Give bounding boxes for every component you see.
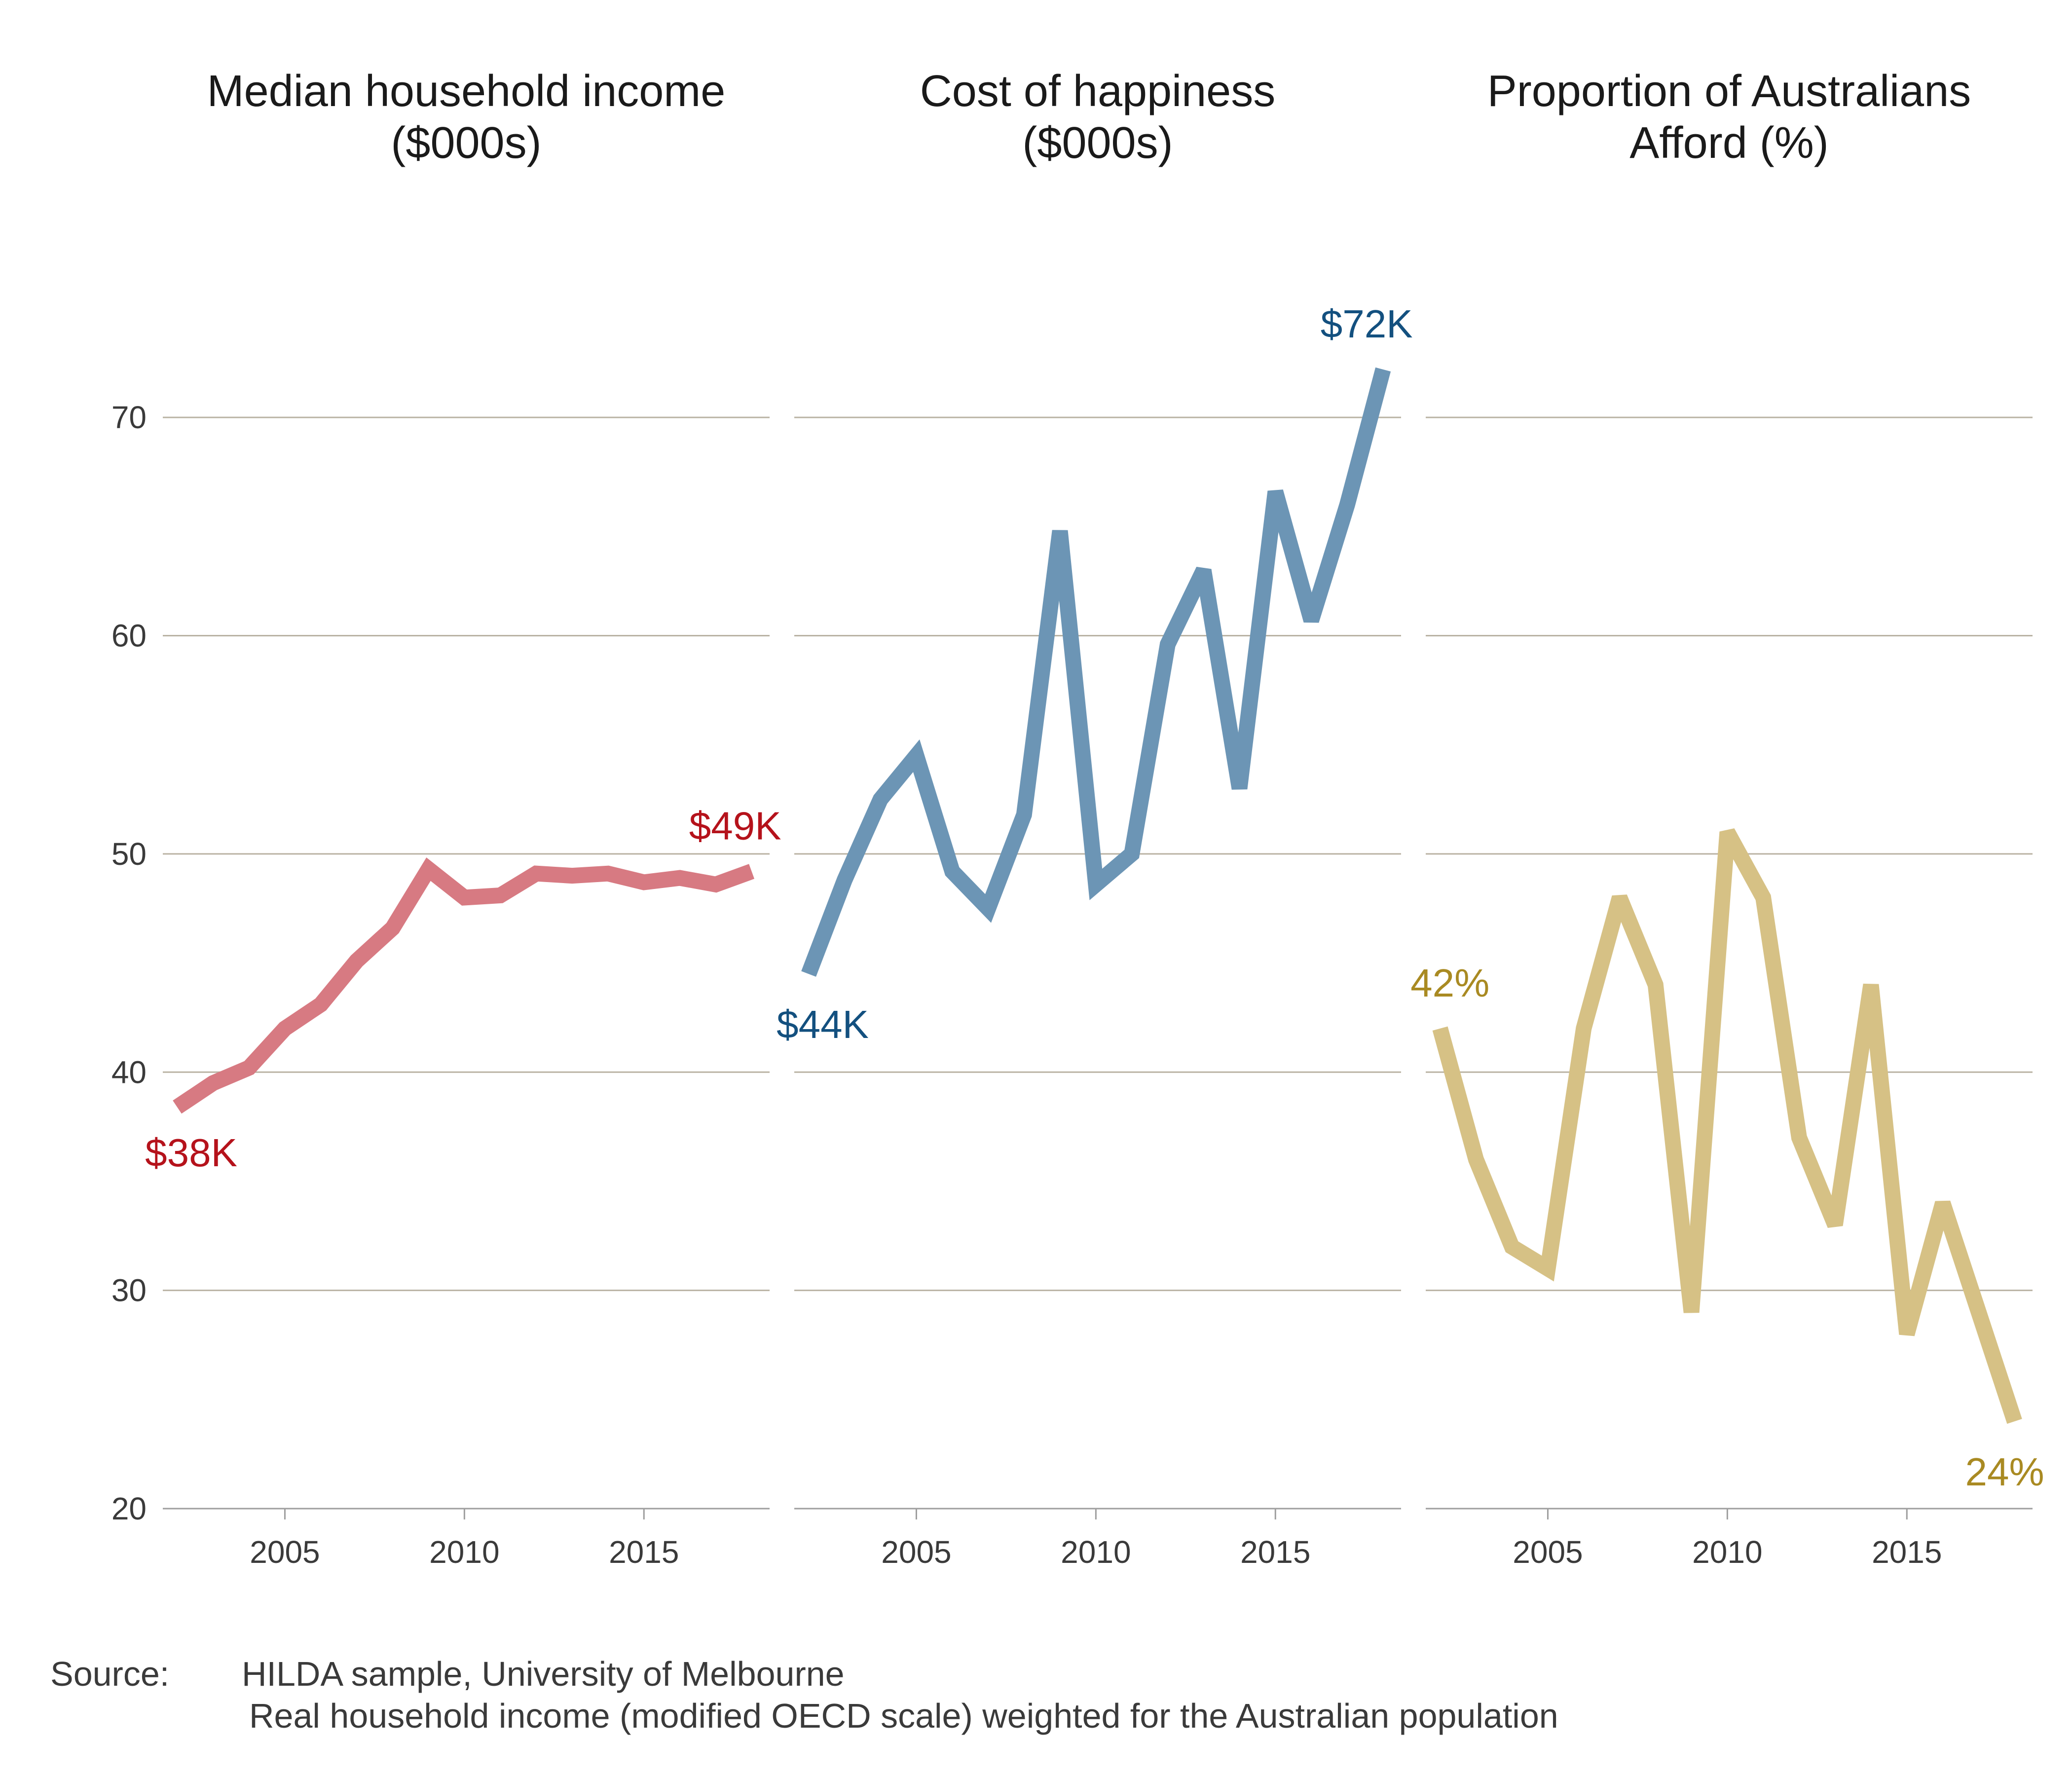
x-tick-label: 2010 <box>1061 1534 1131 1570</box>
source-label: Source: <box>50 1655 170 1693</box>
x-tick-label: 2015 <box>1872 1534 1942 1570</box>
x-tick-label: 2015 <box>1240 1534 1310 1570</box>
x-tick-label: 2010 <box>1692 1534 1762 1570</box>
start-value-label: $38K <box>145 1131 237 1175</box>
y-tick-label: 30 <box>111 1273 147 1308</box>
source-line-2: Real household income (modified OECD sca… <box>249 1697 1558 1735</box>
end-value-label: $49K <box>689 804 781 848</box>
panel-title: Median household income ($000s) <box>207 67 726 168</box>
series-line <box>173 857 755 1114</box>
end-value-label: 24% <box>1965 1450 2044 1494</box>
x-tick-label: 2005 <box>881 1534 951 1570</box>
panel-title: Cost of happiness ($000s) <box>920 67 1275 168</box>
y-tick-label: 40 <box>111 1054 147 1090</box>
y-tick-label: 70 <box>111 400 147 435</box>
series-line <box>1432 828 2022 1424</box>
series-line <box>801 367 1391 977</box>
y-tick-label: 50 <box>111 836 147 872</box>
source-line-1: HILDA sample, University of Melbourne <box>242 1655 845 1693</box>
x-tick-label: 2015 <box>609 1534 679 1570</box>
y-tick-label: 20 <box>111 1491 147 1526</box>
x-tick-label: 2005 <box>1513 1534 1583 1570</box>
start-value-label: 42% <box>1410 961 1489 1005</box>
end-value-label: $72K <box>1321 302 1413 346</box>
start-value-label: $44K <box>777 1002 869 1046</box>
x-tick-label: 2005 <box>250 1534 320 1570</box>
panel-title: Proportion of Australians Afford (%) <box>1487 67 1971 168</box>
y-tick-label: 60 <box>111 618 147 654</box>
x-tick-label: 2010 <box>429 1534 499 1570</box>
